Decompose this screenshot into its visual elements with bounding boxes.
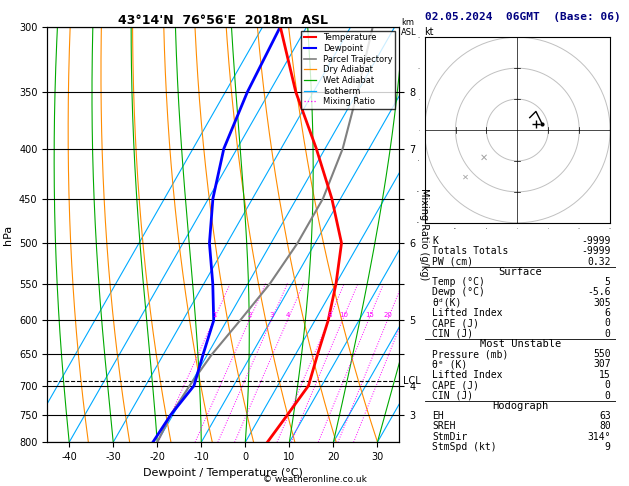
Text: Temp (°C): Temp (°C) bbox=[432, 277, 485, 287]
Text: 10: 10 bbox=[339, 312, 348, 318]
Text: 4: 4 bbox=[286, 312, 291, 318]
Text: ✕: ✕ bbox=[481, 153, 488, 163]
Text: -9999: -9999 bbox=[581, 246, 611, 256]
Text: PW (cm): PW (cm) bbox=[432, 257, 474, 266]
Text: 5: 5 bbox=[605, 277, 611, 287]
Title: 43°14'N  76°56'E  2018m  ASL: 43°14'N 76°56'E 2018m ASL bbox=[118, 14, 328, 27]
Text: Dewp (°C): Dewp (°C) bbox=[432, 287, 485, 297]
Text: 305: 305 bbox=[593, 297, 611, 308]
Text: 63: 63 bbox=[599, 411, 611, 421]
Text: 1: 1 bbox=[212, 312, 216, 318]
Y-axis label: Mixing Ratio (g/kg): Mixing Ratio (g/kg) bbox=[420, 189, 429, 280]
Text: CIN (J): CIN (J) bbox=[432, 391, 474, 400]
Text: EH: EH bbox=[432, 411, 444, 421]
Text: 6: 6 bbox=[605, 308, 611, 318]
Text: 0: 0 bbox=[605, 329, 611, 339]
Text: 20: 20 bbox=[384, 312, 392, 318]
Text: Totals Totals: Totals Totals bbox=[432, 246, 509, 256]
Text: 15: 15 bbox=[365, 312, 374, 318]
X-axis label: Dewpoint / Temperature (°C): Dewpoint / Temperature (°C) bbox=[143, 468, 303, 478]
Text: 0.32: 0.32 bbox=[587, 257, 611, 266]
Text: 80: 80 bbox=[599, 421, 611, 432]
Text: -9999: -9999 bbox=[581, 236, 611, 246]
Text: 307: 307 bbox=[593, 360, 611, 369]
Text: Lifted Index: Lifted Index bbox=[432, 370, 503, 380]
Text: SREH: SREH bbox=[432, 421, 456, 432]
Text: Lifted Index: Lifted Index bbox=[432, 308, 503, 318]
Text: K: K bbox=[432, 236, 438, 246]
Text: -5.6: -5.6 bbox=[587, 287, 611, 297]
Y-axis label: hPa: hPa bbox=[3, 225, 13, 244]
Text: CAPE (J): CAPE (J) bbox=[432, 318, 479, 329]
Legend: Temperature, Dewpoint, Parcel Trajectory, Dry Adiabat, Wet Adiabat, Isotherm, Mi: Temperature, Dewpoint, Parcel Trajectory… bbox=[301, 31, 395, 109]
Text: 9: 9 bbox=[605, 442, 611, 452]
Text: StmDir: StmDir bbox=[432, 432, 467, 442]
Text: θᵈ(K): θᵈ(K) bbox=[432, 297, 462, 308]
Text: 02.05.2024  06GMT  (Base: 06): 02.05.2024 06GMT (Base: 06) bbox=[425, 12, 620, 22]
Text: 15: 15 bbox=[599, 370, 611, 380]
Text: StmSpd (kt): StmSpd (kt) bbox=[432, 442, 497, 452]
Text: 550: 550 bbox=[593, 349, 611, 359]
Text: 0: 0 bbox=[605, 318, 611, 329]
Text: Most Unstable: Most Unstable bbox=[480, 339, 561, 349]
Text: Pressure (mb): Pressure (mb) bbox=[432, 349, 509, 359]
Text: CAPE (J): CAPE (J) bbox=[432, 380, 479, 390]
Text: Surface: Surface bbox=[499, 267, 542, 277]
Text: kt: kt bbox=[425, 27, 434, 37]
Text: ✕: ✕ bbox=[462, 173, 469, 181]
Text: © weatheronline.co.uk: © weatheronline.co.uk bbox=[262, 474, 367, 484]
Text: θᵉ (K): θᵉ (K) bbox=[432, 360, 467, 369]
Text: 3: 3 bbox=[270, 312, 274, 318]
Text: LCL: LCL bbox=[403, 377, 421, 386]
Text: CIN (J): CIN (J) bbox=[432, 329, 474, 339]
Text: Hodograph: Hodograph bbox=[493, 401, 548, 411]
Text: 0: 0 bbox=[605, 391, 611, 400]
Text: 314°: 314° bbox=[587, 432, 611, 442]
Text: 2: 2 bbox=[248, 312, 252, 318]
Text: 0: 0 bbox=[605, 380, 611, 390]
Text: 8: 8 bbox=[327, 312, 331, 318]
Text: km
ASL: km ASL bbox=[401, 18, 417, 37]
